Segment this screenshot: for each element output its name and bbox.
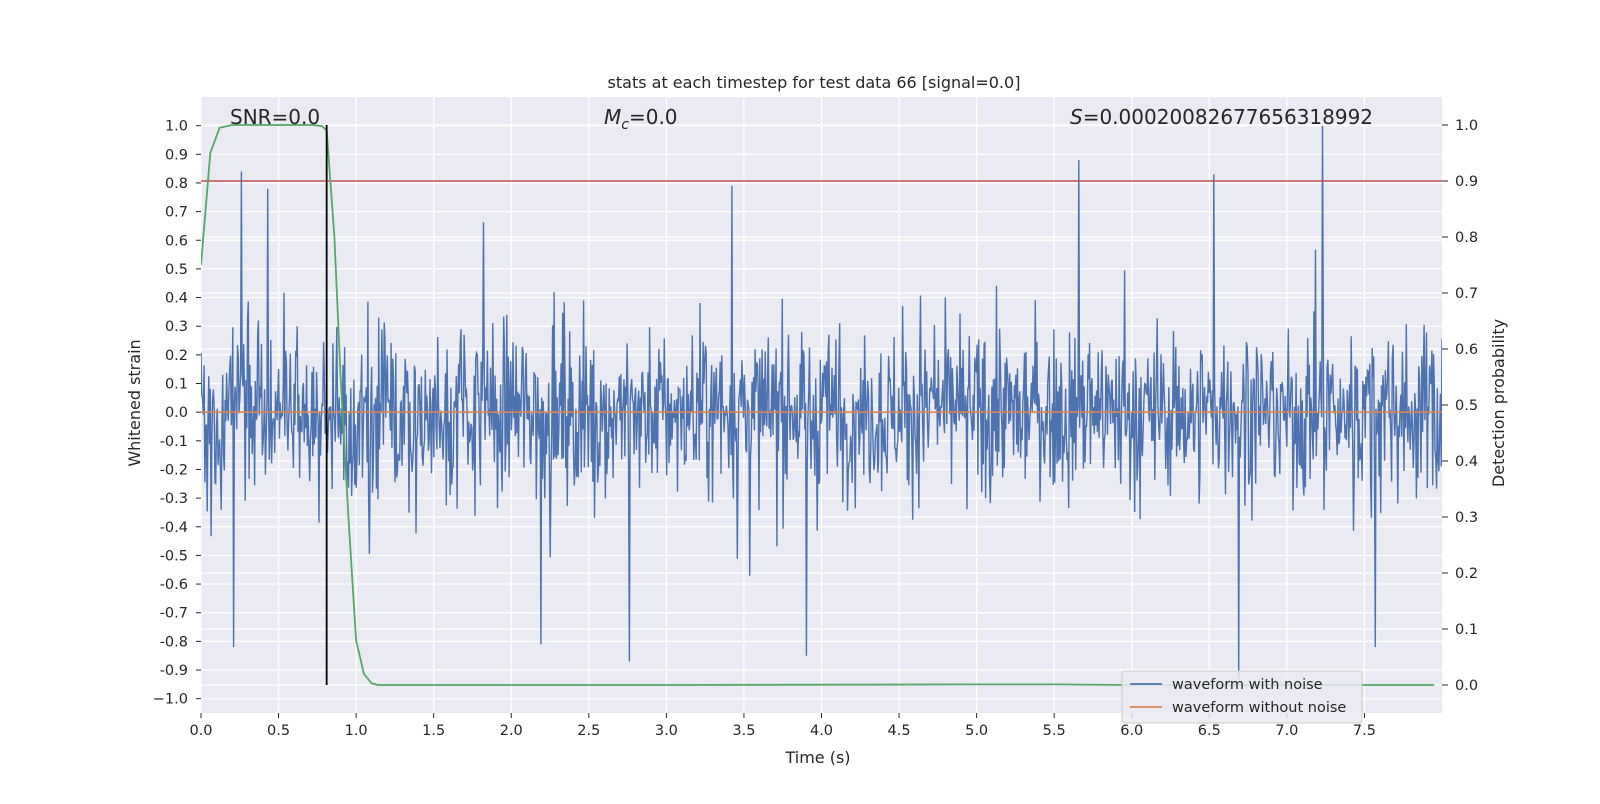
x-tick-label: 1.0	[345, 723, 368, 739]
chart-title: stats at each timestep for test data 66 …	[608, 73, 1021, 92]
y-tick-label: 0.0	[165, 405, 188, 421]
y2-tick-label: 0.9	[1455, 174, 1478, 190]
y2-tick-label: 0.2	[1455, 566, 1478, 582]
s-value: =0.00020082677656318992	[1083, 105, 1373, 129]
y-tick-label: -0.4	[160, 520, 188, 536]
mc-subscript: c	[621, 117, 629, 133]
y-tick-label: 0.1	[165, 377, 188, 393]
legend-label-noise: waveform with noise	[1172, 677, 1323, 693]
x-tick-label: 4.5	[888, 723, 911, 739]
x-tick-label: 6.0	[1120, 723, 1143, 739]
y2-tick-label: 0.3	[1455, 510, 1478, 526]
y-axis-label: Whitened strain	[125, 339, 144, 466]
y2-tick-label: 0.0	[1455, 678, 1478, 694]
y2-axis-label: Detection probability	[1489, 319, 1508, 487]
y-tick-label: -0.3	[160, 491, 188, 507]
x-tick-label: 7.5	[1353, 723, 1376, 739]
x-tick-label: 6.5	[1198, 723, 1221, 739]
y2-tick-label: 0.6	[1455, 342, 1478, 358]
y2-ticks: 1.0 0.9 0.8 0.7 0.6 0.5 0.4 0.3 0.2 0.1 0.0	[1442, 118, 1478, 694]
y2-tick-label: 0.4	[1455, 454, 1478, 470]
series-detection-probability	[201, 124, 1435, 686]
x-axis-label: Time (s)	[784, 748, 850, 767]
y-tick-label: 0.6	[165, 233, 188, 249]
x-tick-label: 7.0	[1275, 723, 1298, 739]
mc-annotation: Mc=0.0	[604, 105, 678, 133]
y-tick-label: 0.3	[165, 319, 188, 335]
y2-tick-label: 0.5	[1455, 398, 1478, 414]
snr-annotation: SNR=0.0	[230, 105, 320, 129]
x-tick-label: 0.5	[267, 723, 290, 739]
y-ticks: 1.0 0.9 0.8 0.7 0.6 0.5 0.4 0.3 0.2 0.1 0.0 -0.1 -0.…	[153, 119, 201, 708]
x-ticks: 0.0 0.5 1.0 1.5 2.0 2.5 3.0 3.5 4.0 4.5 5.0 5.5 6.0 6…	[189, 713, 1376, 739]
y-tick-label: 1.0	[165, 119, 188, 135]
y-tick-label: 0.9	[165, 147, 188, 163]
y-tick-label: -0.6	[160, 577, 188, 593]
series-waveform-with-noise	[201, 125, 1442, 679]
y-tick-label: 0.8	[165, 176, 188, 192]
x-tick-label: 4.0	[810, 723, 833, 739]
y2-tick-label: 0.1	[1455, 622, 1478, 638]
y-tick-label: -0.9	[160, 663, 188, 679]
legend-box	[1121, 670, 1363, 724]
signal-layer	[201, 125, 1442, 679]
x-tick-label: 5.0	[965, 723, 988, 739]
y-tick-label: 0.2	[165, 348, 188, 364]
x-tick-label: 0.0	[189, 723, 212, 739]
mc-value: =0.0	[629, 105, 678, 129]
y2-tick-label: 0.8	[1455, 230, 1478, 246]
s-symbol: S	[1070, 105, 1083, 129]
y2-tick-label: 0.7	[1455, 286, 1478, 302]
y-tick-label: 0.7	[165, 205, 188, 221]
x-tick-label: 2.0	[500, 723, 523, 739]
y-tick-label: 0.5	[165, 262, 188, 278]
x-tick-label: 3.5	[732, 723, 755, 739]
y-tick-label: -0.1	[160, 434, 188, 450]
x-tick-label: 3.0	[655, 723, 678, 739]
x-tick-label: 5.5	[1043, 723, 1066, 739]
legend-label-clean: waveform without noise	[1172, 700, 1346, 716]
mc-symbol: M	[604, 105, 621, 129]
y-tick-label: 0.4	[165, 291, 188, 307]
x-tick-label: 2.5	[577, 723, 600, 739]
s-annotation: S=0.00020082677656318992	[1070, 105, 1373, 129]
y-tick-label: -0.7	[160, 606, 188, 622]
legend: waveform with noise waveform without noi…	[1121, 670, 1363, 724]
y-tick-label: -0.2	[160, 462, 188, 478]
overlay-layer	[201, 124, 1442, 686]
y2-tick-label: 1.0	[1455, 118, 1478, 134]
y-tick-label: −1.0	[153, 692, 188, 708]
y-tick-label: -0.5	[160, 548, 188, 564]
x-tick-label: 1.5	[422, 723, 445, 739]
y-tick-label: -0.8	[160, 634, 188, 650]
